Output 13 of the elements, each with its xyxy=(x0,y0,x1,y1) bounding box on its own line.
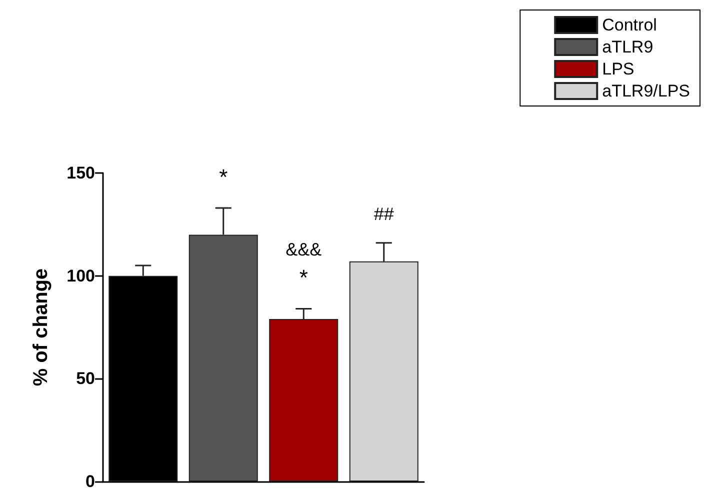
annotation: &&& xyxy=(286,240,322,260)
legend-label: aTLR9/LPS xyxy=(602,82,690,100)
y-tick-label: 150 xyxy=(66,164,95,182)
annotation: * xyxy=(219,164,228,190)
annotation: ## xyxy=(374,204,394,224)
y-tick-label: 100 xyxy=(66,266,95,286)
legend-label: aTLR9 xyxy=(602,38,654,56)
annotation: * xyxy=(299,265,308,290)
legend-label: LPS xyxy=(602,60,634,78)
y-axis-title: % of change xyxy=(30,268,52,386)
y-tick-label: 0 xyxy=(86,472,95,491)
legend-label: Control xyxy=(602,16,657,34)
y-tick-label: 50 xyxy=(76,369,95,388)
